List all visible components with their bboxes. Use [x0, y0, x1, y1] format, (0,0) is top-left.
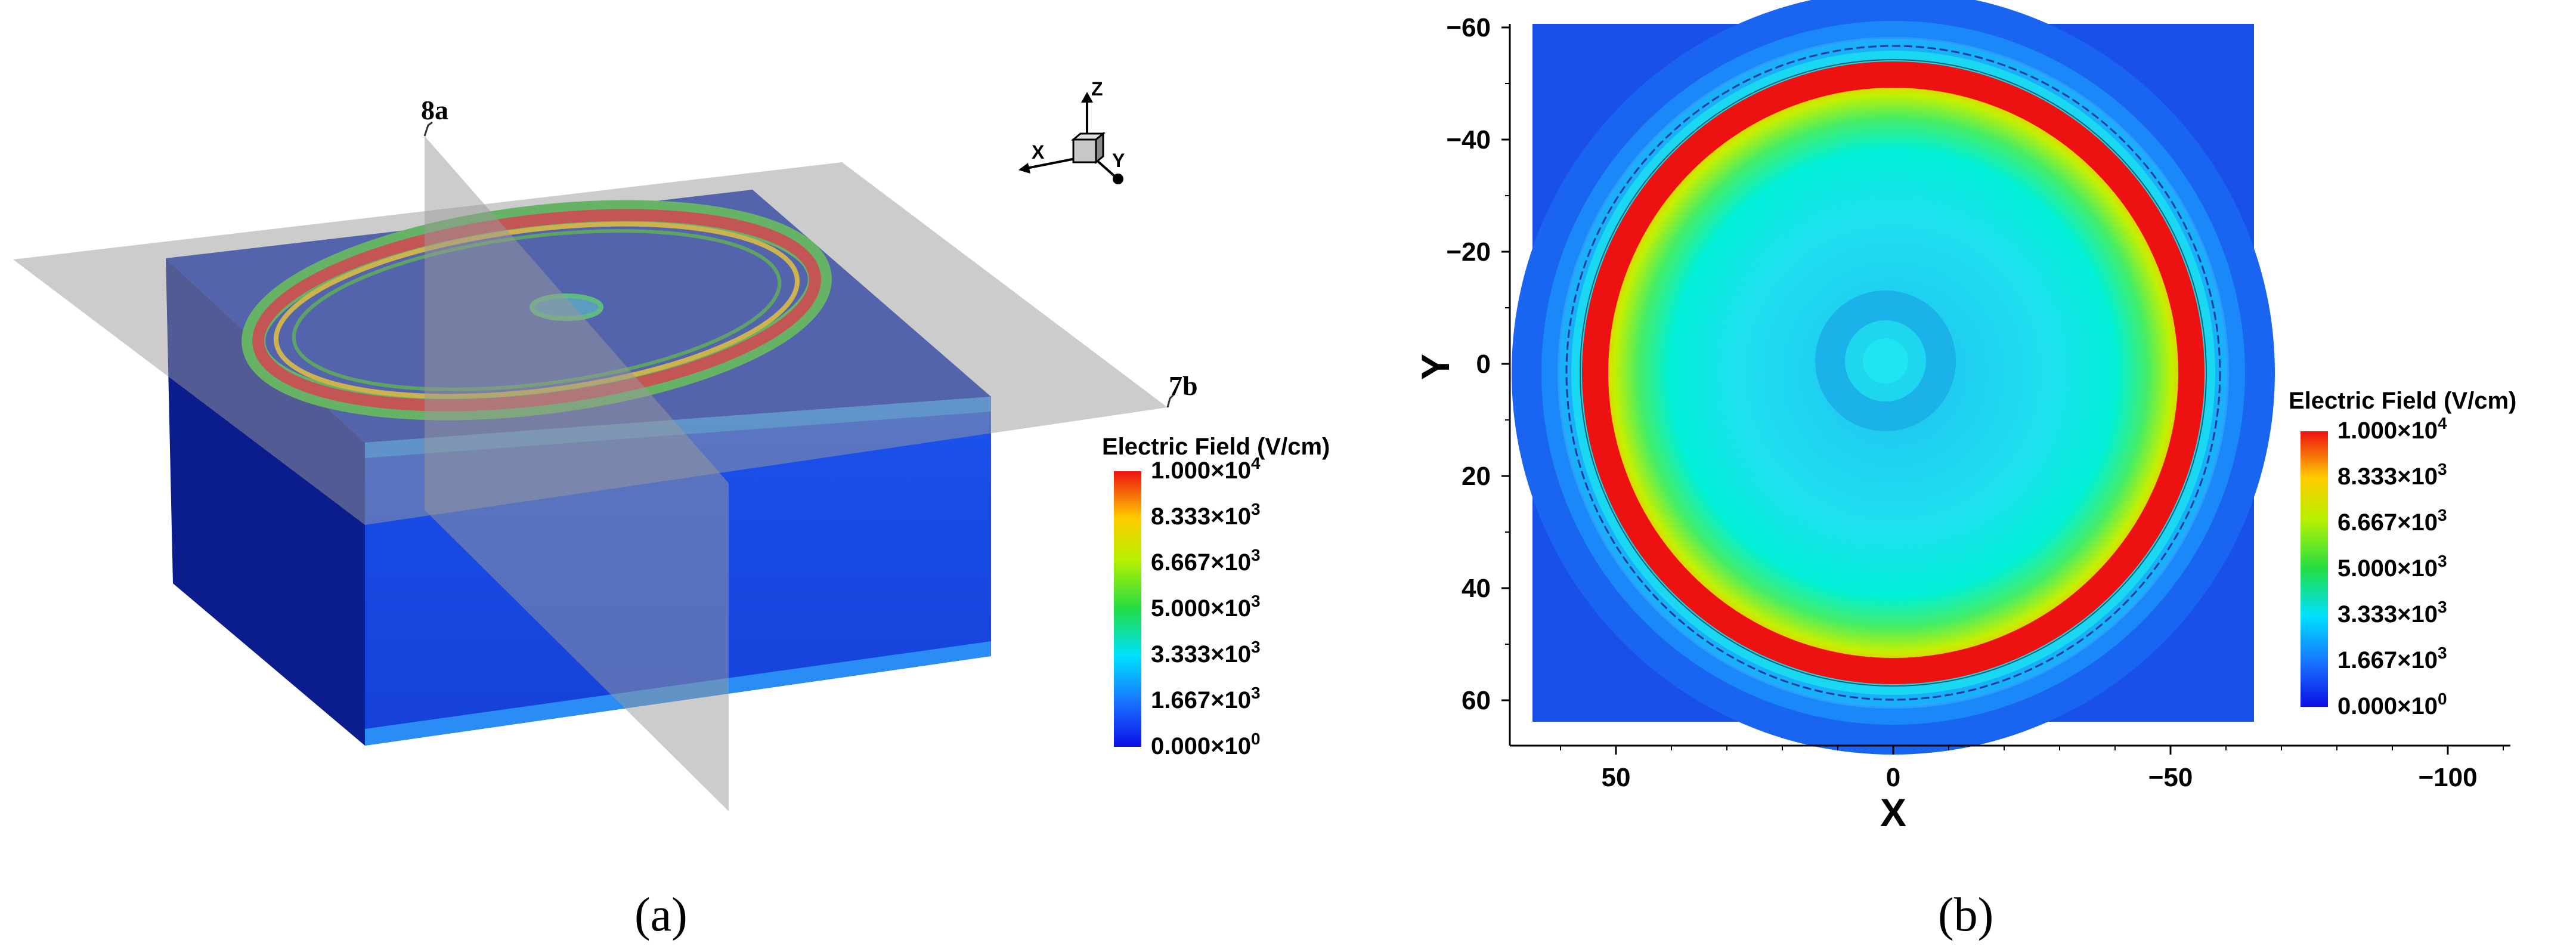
vertical-cut-plane: [425, 136, 729, 811]
field-red-ring: [1582, 61, 2205, 684]
legend-b-label-0: 1.000×104: [2337, 414, 2447, 444]
x-tick-label: 0: [1886, 763, 1900, 792]
label-7b-pointer: [1166, 392, 1176, 408]
legend-b: Electric Field (V/cm) 1.000×104 8.333×103…: [2289, 388, 2516, 719]
legend-b-label-4: 3.333×103: [2337, 598, 2447, 628]
label-8a-pointer: [423, 121, 433, 137]
legend-a-label-2: 6.667×103: [1151, 546, 1261, 576]
caption-a: (a): [634, 889, 688, 941]
x-tick-label: −50: [2148, 763, 2193, 792]
label-8a: 8a: [421, 95, 448, 125]
y-tick-label: −40: [1446, 125, 1491, 154]
legend-a: Electric Field (V/cm) 1.000×104 8.333×103…: [1102, 434, 1330, 759]
legend-a-label-6: 0.000×100: [1151, 730, 1261, 759]
x-tick-label: 50: [1602, 763, 1631, 792]
x-axis-title: X: [1880, 790, 1906, 834]
axis-y-label: Y: [1112, 150, 1125, 171]
y-tick-label: −20: [1446, 237, 1491, 267]
legend-a-label-5: 1.667×103: [1151, 684, 1261, 713]
y-axis-title: Y: [1413, 354, 1457, 380]
caption-b: (b): [1938, 889, 1993, 941]
y-tick-label: 0: [1476, 350, 1491, 379]
legend-b-label-5: 1.667×103: [2337, 644, 2447, 673]
legend-b-label-3: 5.000×103: [2337, 552, 2447, 582]
y-tick-label: 20: [1462, 462, 1491, 491]
legend-b-label-6: 0.000×100: [2337, 690, 2447, 719]
legend-a-colorbar: [1114, 471, 1141, 747]
y-tick-label: 40: [1462, 574, 1491, 603]
legend-b-label-2: 6.667×103: [2337, 506, 2447, 536]
axes-triad: Z X Y: [1018, 78, 1125, 184]
legend-b-colorbar: [2301, 431, 2328, 707]
label-7b: 7b: [1169, 370, 1198, 401]
legend-a-label-3: 5.000×103: [1151, 592, 1261, 622]
legend-b-label-1: 8.333×103: [2337, 460, 2447, 490]
panel-b-xy-plot: 50 0 −50 −100 −60 −40 −20 0 20 40 60 Y X Electric …: [1413, 0, 2516, 941]
y-tick-label: −60: [1446, 13, 1491, 42]
axis-z-label: Z: [1091, 78, 1103, 100]
panel-a-3d-view: 8a 7b Z X Y Electric Field (V/cm) 1.000×…: [13, 78, 1330, 941]
axis-x-label: X: [1032, 141, 1045, 163]
legend-a-label-0: 1.000×104: [1151, 454, 1261, 484]
legend-a-label-4: 3.333×103: [1151, 638, 1261, 667]
x-tick-label: −100: [2418, 763, 2477, 792]
y-tick-label: 60: [1462, 686, 1491, 715]
legend-b-title: Electric Field (V/cm): [2289, 388, 2516, 414]
legend-a-label-1: 8.333×103: [1151, 500, 1261, 530]
legend-a-title: Electric Field (V/cm): [1102, 434, 1330, 460]
